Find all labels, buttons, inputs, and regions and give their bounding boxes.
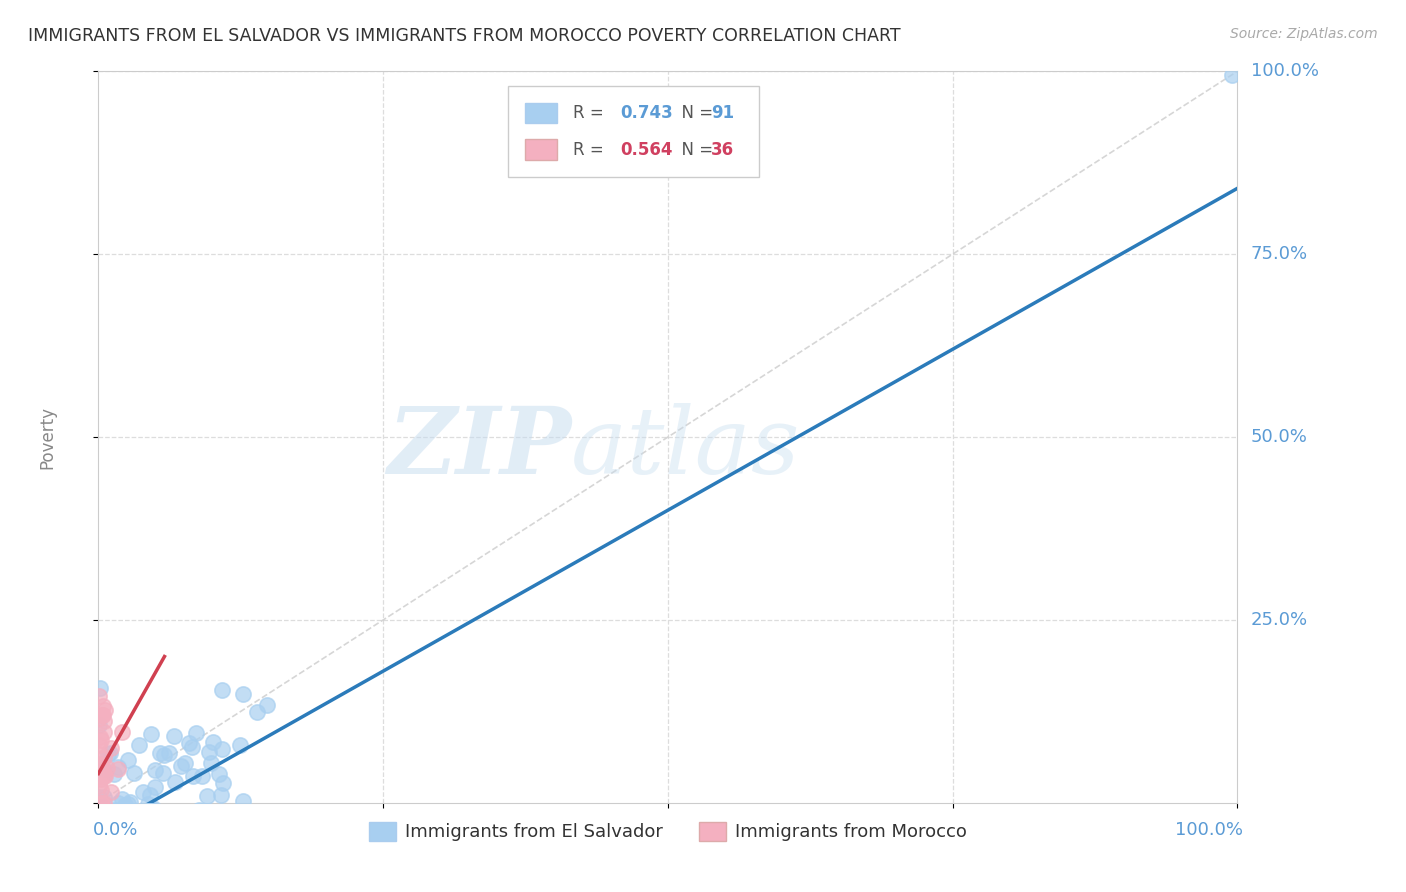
Text: 0.0%: 0.0% — [93, 821, 138, 839]
Text: 0.564: 0.564 — [620, 141, 672, 159]
Text: 25.0%: 25.0% — [1251, 611, 1308, 629]
Text: 91: 91 — [711, 104, 734, 122]
Text: 0.743: 0.743 — [620, 104, 672, 122]
Text: ZIP: ZIP — [387, 403, 571, 493]
FancyBboxPatch shape — [526, 103, 557, 123]
Text: R =: R = — [574, 141, 609, 159]
Text: 100.0%: 100.0% — [1175, 821, 1243, 839]
Text: 50.0%: 50.0% — [1251, 428, 1308, 446]
Text: IMMIGRANTS FROM EL SALVADOR VS IMMIGRANTS FROM MOROCCO POVERTY CORRELATION CHART: IMMIGRANTS FROM EL SALVADOR VS IMMIGRANT… — [28, 27, 901, 45]
Text: 36: 36 — [711, 141, 734, 159]
Text: Poverty: Poverty — [38, 406, 56, 468]
Text: N =: N = — [671, 104, 718, 122]
Text: atlas: atlas — [571, 403, 800, 493]
Text: 75.0%: 75.0% — [1251, 245, 1308, 263]
Text: Source: ZipAtlas.com: Source: ZipAtlas.com — [1230, 27, 1378, 41]
FancyBboxPatch shape — [526, 139, 557, 160]
Legend: Immigrants from El Salvador, Immigrants from Morocco: Immigrants from El Salvador, Immigrants … — [361, 814, 974, 848]
FancyBboxPatch shape — [509, 86, 759, 178]
Text: N =: N = — [671, 141, 718, 159]
Text: 100.0%: 100.0% — [1251, 62, 1319, 80]
Text: R =: R = — [574, 104, 609, 122]
